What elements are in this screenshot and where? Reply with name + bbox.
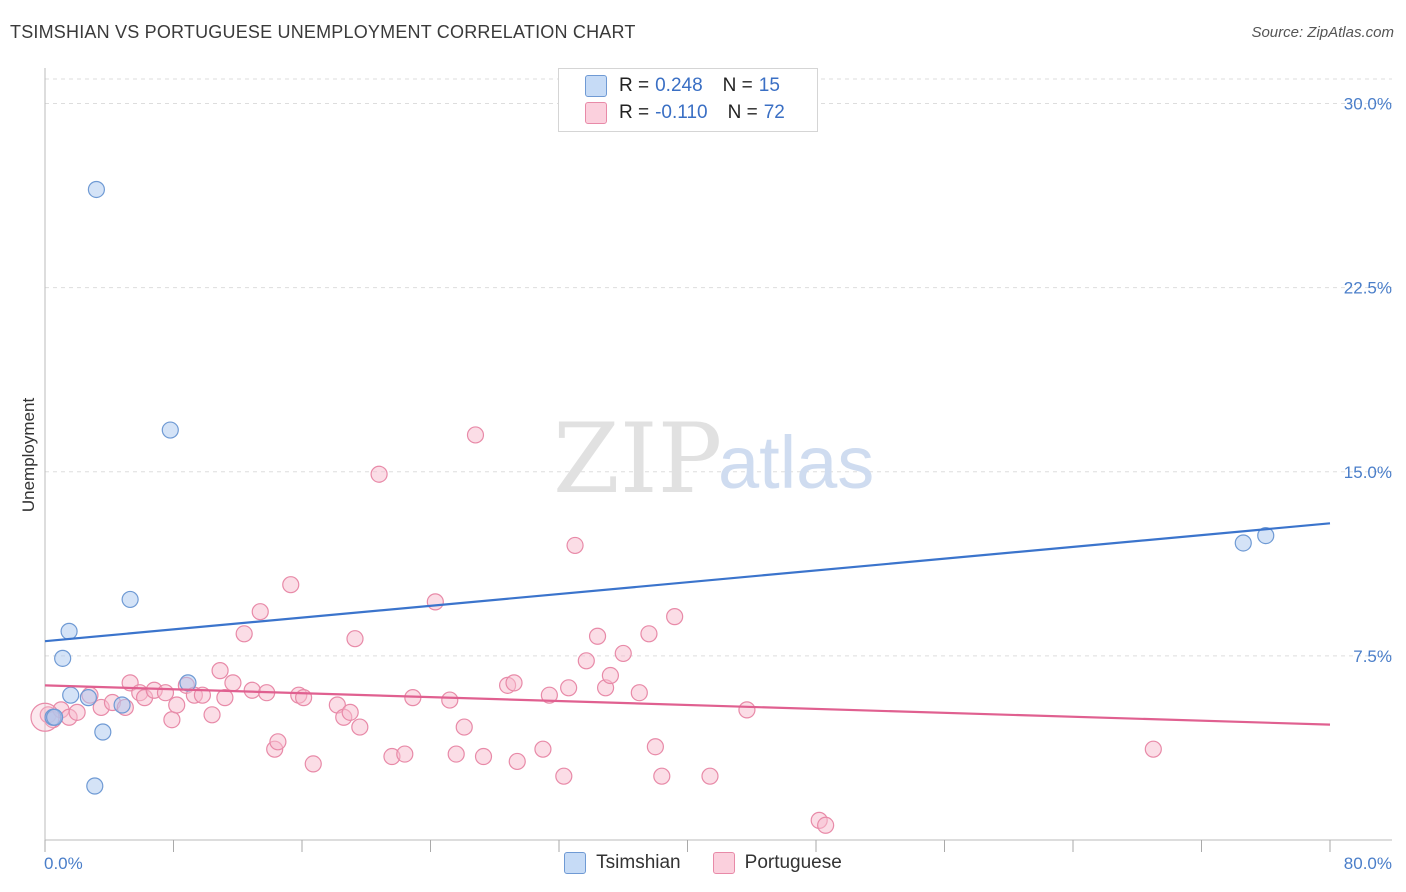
portuguese-point [588, 627, 607, 645]
tsimshian-point [79, 689, 97, 707]
chart-title: TSIMSHIAN VS PORTUGUESE UNEMPLOYMENT COR… [10, 22, 636, 42]
portuguese-point [304, 755, 322, 773]
tsimshian-point [60, 622, 78, 640]
grid-lines [45, 78, 1392, 657]
legend-label-tsimshian: Tsimshian [596, 852, 681, 873]
tsimshian-point [179, 674, 197, 692]
portuguese-swatch [585, 102, 607, 124]
y-tick-label: 30.0% [1344, 95, 1392, 114]
tsimshian-trend-line [44, 522, 1331, 643]
tsimshian-point [46, 708, 64, 726]
portuguese-point [269, 733, 287, 751]
tsimshian-point [113, 696, 131, 714]
correlation-legend: R = 0.248 N = 15 R = -0.110 N = 72 [558, 68, 818, 132]
portuguese-point [577, 652, 595, 670]
portuguese-point [566, 536, 584, 555]
tsimshian-point [1234, 534, 1252, 552]
portuguese-point [211, 662, 229, 680]
portuguese-point [396, 745, 414, 763]
portuguese-point [540, 686, 558, 704]
source-label: Source: ZipAtlas.com [1251, 24, 1394, 41]
y-tick-label: 22.5% [1344, 279, 1392, 298]
n-label: N = [727, 102, 758, 123]
legend-row-portuguese: R = -0.110 N = 72 [585, 100, 805, 126]
portuguese-point [701, 767, 719, 785]
x-tick-label: 0.0% [44, 854, 83, 873]
portuguese-point [738, 701, 756, 719]
portuguese-point [653, 767, 671, 785]
series-legend: Tsimshian Portuguese [0, 852, 1406, 874]
n-value: 15 [758, 75, 780, 96]
trend-lines [44, 522, 1331, 726]
portuguese-point [508, 752, 526, 771]
tsimshian-point [121, 590, 139, 609]
legend-label-portuguese: Portuguese [744, 852, 842, 873]
portuguese-point [640, 625, 658, 643]
portuguese-point [817, 816, 835, 834]
portuguese-point [534, 740, 552, 758]
tick-labels: 7.5% 15.0% 22.5% 30.0% 0.0% 80.0% [44, 95, 1392, 873]
portuguese-point [614, 644, 632, 663]
portuguese-point [441, 691, 459, 709]
portuguese-point [156, 684, 175, 702]
portuguese-point [601, 666, 620, 685]
tsimshian-point [161, 421, 179, 439]
portuguese-trend-line [44, 684, 1331, 726]
portuguese-point [351, 718, 369, 736]
r-label: R = [619, 75, 650, 96]
tsimshian-swatch [564, 852, 587, 874]
portuguese-point [370, 465, 388, 483]
r-value: 0.248 [655, 75, 703, 96]
portuguese-point [1144, 740, 1162, 758]
portuguese-point [466, 426, 485, 444]
portuguese-point [341, 703, 359, 721]
portuguese-point [666, 608, 684, 626]
portuguese-point [251, 603, 269, 621]
tsimshian-swatch [585, 75, 607, 97]
r-value: -0.110 [655, 102, 708, 123]
r-label: R = [619, 102, 650, 123]
legend-item-tsimshian[interactable]: Tsimshian [564, 852, 681, 874]
y-tick-label: 15.0% [1344, 463, 1392, 482]
legend-row-tsimshian: R = 0.248 N = 15 [585, 73, 800, 99]
tsimshian-point [54, 649, 72, 667]
x-tick-label: 80.0% [1344, 854, 1392, 873]
legend-item-portuguese[interactable]: Portuguese [712, 852, 842, 874]
portuguese-point [426, 593, 444, 611]
tsimshian-point [86, 777, 104, 795]
portuguese-point [447, 745, 465, 763]
portuguese-point [282, 576, 300, 594]
watermark-atlas: atlas [718, 421, 874, 504]
tsimshian-point [94, 723, 112, 741]
portuguese-point [203, 706, 221, 724]
portuguese-point [346, 630, 364, 648]
portuguese-point [474, 747, 493, 766]
tsimshian-point [62, 686, 80, 704]
portuguese-swatch [712, 852, 735, 874]
portuguese-point [646, 738, 664, 756]
portuguese-point [555, 767, 573, 785]
portuguese-point [455, 718, 473, 736]
portuguese-point [163, 711, 181, 729]
portuguese-point [235, 625, 253, 643]
portuguese-point [243, 681, 261, 699]
portuguese-point [168, 696, 186, 714]
portuguese-point [224, 674, 242, 692]
n-value: 72 [763, 102, 785, 123]
y-tick-label: 7.5% [1353, 647, 1392, 666]
portuguese-point [630, 684, 648, 702]
portuguese-point [560, 679, 578, 697]
tsimshian-point [87, 180, 106, 199]
portuguese-point [505, 674, 523, 692]
watermark-zip: ZIP [553, 403, 722, 515]
y-axis-label: Unemployment [19, 398, 38, 513]
portuguese-point [216, 689, 234, 707]
portuguese-point [68, 703, 86, 721]
n-label: N = [722, 75, 753, 96]
watermark: ZIP atlas [553, 403, 874, 515]
tsimshian-point [1257, 526, 1275, 545]
